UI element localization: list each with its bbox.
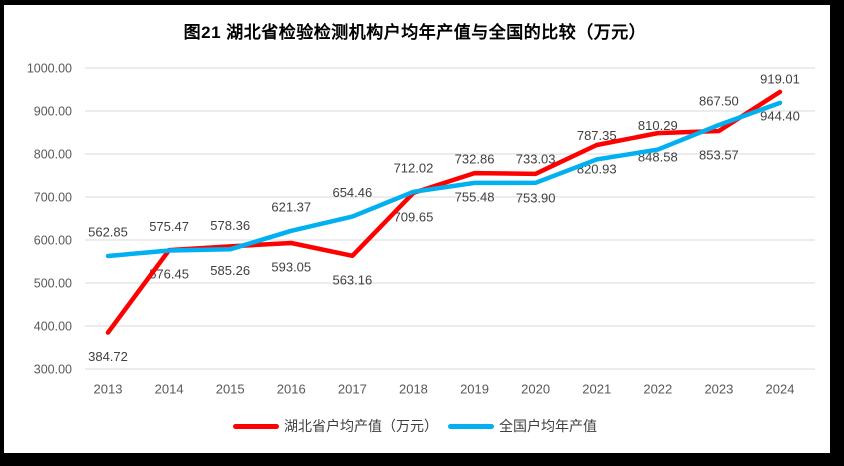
data-label-hubei: 593.05 xyxy=(271,259,311,274)
legend-blue-line-icon xyxy=(448,423,494,429)
data-label-hubei: 755.48 xyxy=(455,190,495,205)
x-axis-tick-label: 2021 xyxy=(582,382,611,397)
x-axis-tick-label: 2013 xyxy=(94,382,123,397)
data-label-hubei: 384.72 xyxy=(88,349,128,364)
legend-label-hubei: 湖北省户均产值（万元） xyxy=(284,418,438,434)
y-axis-tick-label: 500.00 xyxy=(34,277,72,291)
legend-item-hubei: 湖北省户均产值（万元） xyxy=(233,416,438,436)
x-axis-tick-label: 2024 xyxy=(766,382,795,397)
chart-title: 图21 湖北省检验检测机构户均年产值与全国的比较（万元） xyxy=(183,23,647,42)
x-axis-tick-label: 2018 xyxy=(399,382,428,397)
data-label-hubei: 585.26 xyxy=(210,263,250,278)
x-axis-tick-label: 2023 xyxy=(704,382,733,397)
data-label-national: 578.36 xyxy=(210,218,250,233)
x-axis-tick-label: 2022 xyxy=(643,382,672,397)
data-label-national: 867.50 xyxy=(699,93,739,108)
y-axis-tick-label: 600.00 xyxy=(34,234,72,248)
x-axis-tick-label: 2016 xyxy=(277,382,306,397)
x-axis-tick-label: 2019 xyxy=(460,382,489,397)
data-label-national: 919.01 xyxy=(760,71,800,86)
y-axis-tick-label: 800.00 xyxy=(34,148,72,162)
y-axis-tick-label: 900.00 xyxy=(34,105,72,119)
x-axis-tick-label: 2014 xyxy=(155,382,184,397)
y-axis-tick-label: 1000.00 xyxy=(27,62,72,76)
data-label-national: 712.02 xyxy=(394,160,434,175)
x-axis-tick-label: 2015 xyxy=(216,382,245,397)
legend: 湖北省户均产值（万元） 全国户均年产值 xyxy=(0,416,830,436)
y-axis-tick-label: 300.00 xyxy=(34,363,72,377)
data-label-national: 733.03 xyxy=(516,151,556,166)
data-label-national: 562.85 xyxy=(88,224,128,239)
data-label-hubei: 709.65 xyxy=(394,209,434,224)
data-label-hubei: 753.90 xyxy=(516,190,556,205)
legend-item-national: 全国户均年产值 xyxy=(448,416,597,436)
legend-red-line-icon xyxy=(233,423,279,429)
x-axis-tick-label: 2020 xyxy=(521,382,550,397)
data-label-national: 575.47 xyxy=(149,219,189,234)
data-label-national: 732.86 xyxy=(455,151,495,166)
y-axis-tick-label: 400.00 xyxy=(34,320,72,334)
x-axis-tick-label: 2017 xyxy=(338,382,367,397)
data-label-hubei: 944.40 xyxy=(760,108,800,123)
legend-label-national: 全国户均年产值 xyxy=(499,418,597,434)
data-label-national: 621.37 xyxy=(271,199,311,214)
data-label-hubei: 853.57 xyxy=(699,147,739,162)
series-line-national xyxy=(105,100,783,259)
data-label-hubei: 576.45 xyxy=(149,267,189,282)
data-label-national: 810.29 xyxy=(638,118,678,133)
data-label-national: 654.46 xyxy=(332,185,372,200)
y-axis-tick-label: 700.00 xyxy=(34,191,72,205)
data-label-hubei: 563.16 xyxy=(332,272,372,287)
series-line-hubei xyxy=(105,89,783,335)
data-label-national: 787.35 xyxy=(577,128,617,143)
